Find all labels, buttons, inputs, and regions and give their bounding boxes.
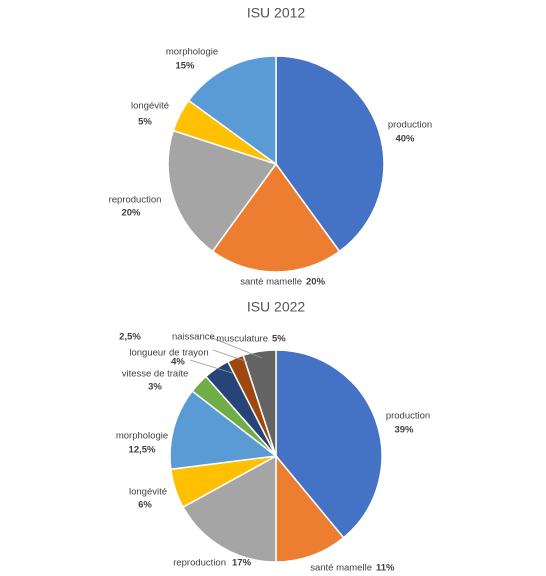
pie-slice [169, 389, 278, 471]
slice-label: morphologie [116, 431, 168, 442]
value-label: 3% [148, 382, 162, 393]
pie-slice [275, 55, 385, 253]
leader-line [209, 336, 263, 359]
value-label: 11% [376, 563, 395, 574]
leader-line [189, 359, 233, 374]
pie-slice [187, 55, 277, 166]
slice-label: morphologie [166, 47, 218, 58]
value-label: 20% [121, 208, 141, 219]
slice-label: santé mamelle [310, 563, 372, 574]
pie-slice [182, 454, 277, 563]
slice-label: longévité [129, 487, 167, 498]
value-label: 6% [138, 500, 152, 511]
pie-slice [275, 453, 345, 563]
value-label: 5% [272, 334, 286, 345]
pie-slice [275, 349, 383, 539]
slice-label: reproduction [173, 558, 226, 569]
value-label: 5% [138, 117, 152, 128]
value-label: 4% [171, 357, 185, 368]
slice-label: naissance [172, 332, 215, 343]
slice-label: santé mamelle [240, 277, 302, 288]
slice-label: production [388, 120, 432, 131]
value-label: 40% [395, 134, 415, 145]
value-label: 39% [394, 425, 414, 436]
value-label: 20% [306, 277, 326, 288]
slice-label: longueur de trayon [129, 348, 208, 359]
leader-line [212, 349, 249, 363]
chart-title: ISU 2012 [247, 5, 306, 21]
slice-label: vitesse de traite [122, 369, 189, 380]
pie-slice [242, 349, 277, 457]
pie-slice [167, 129, 278, 253]
slice-label: longévité [131, 101, 169, 112]
value-label: 17% [232, 558, 252, 569]
chart-title: ISU 2022 [247, 299, 306, 315]
value-label: 2,5% [119, 332, 141, 343]
value-label: 12,5% [129, 445, 156, 456]
slice-label: reproduction [109, 195, 162, 206]
slice-label: production [386, 411, 430, 422]
pie-slice [211, 162, 341, 273]
slice-label: musculature [216, 334, 268, 345]
value-label: 15% [175, 61, 195, 72]
